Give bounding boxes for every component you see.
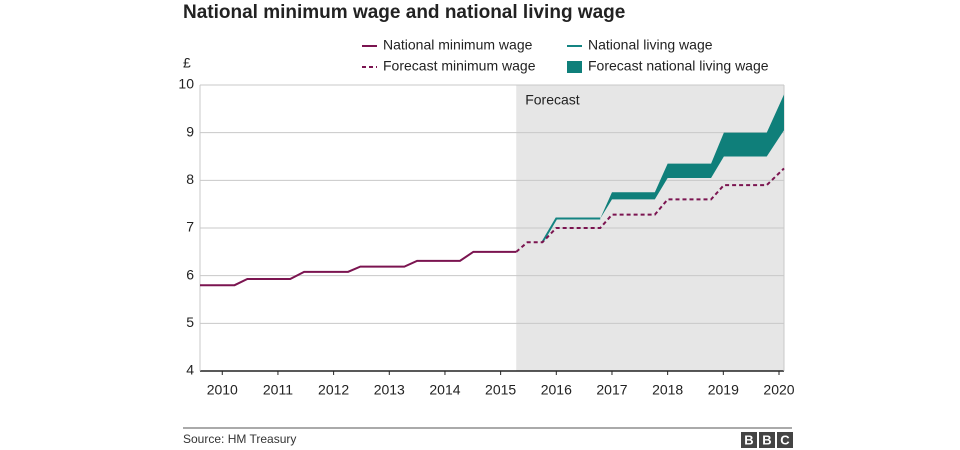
series-line [200, 250, 517, 287]
logo-letter: B [762, 432, 771, 447]
x-tick-label: 2010 [207, 382, 238, 398]
y-tick-label: 7 [186, 219, 194, 235]
logo-block [759, 432, 775, 448]
logo-letter: B [744, 432, 753, 447]
x-tick-label: 2015 [485, 382, 516, 398]
x-tick-label: 2012 [318, 382, 349, 398]
x-tick-label: 2014 [429, 382, 460, 398]
logo-letter: C [780, 432, 790, 447]
x-tick-label: 2020 [763, 382, 794, 398]
x-tick-label: 2013 [374, 382, 405, 398]
y-tick-label: 10 [178, 76, 194, 92]
x-tick-label: 2016 [541, 382, 572, 398]
forecast-label: Forecast [525, 92, 580, 108]
forecast-band [600, 94, 784, 219]
logo-block [777, 432, 793, 448]
x-tick-label: 2011 [263, 382, 293, 398]
x-tick-label: 2018 [652, 382, 683, 398]
y-tick-label: 4 [186, 362, 194, 378]
legend-label: National minimum wage [383, 37, 533, 53]
legend-label: Forecast minimum wage [383, 58, 536, 74]
y-tick-label: 9 [186, 123, 194, 139]
x-tick-label: 2017 [596, 382, 627, 398]
y-tick-label: 8 [186, 171, 194, 187]
y-tick-label: 5 [186, 314, 194, 330]
logo-block [741, 432, 757, 448]
y-tick-label: 6 [186, 266, 194, 282]
x-tick-label: 2019 [708, 382, 739, 398]
chart-title: National minimum wage and national livin… [183, 2, 625, 23]
legend-label: National living wage [588, 37, 713, 53]
legend-label: Forecast national living wage [588, 58, 769, 74]
y-axis-label: £ [183, 55, 191, 71]
source: Source: HM Treasury [183, 432, 296, 446]
series-line [541, 217, 601, 243]
legend-swatch [567, 61, 582, 73]
